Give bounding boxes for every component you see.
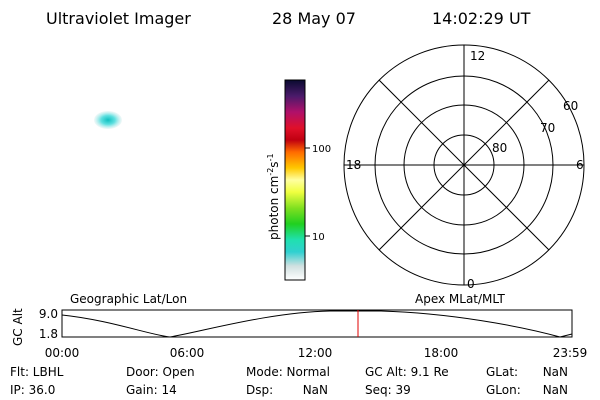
lat-label: 60 bbox=[563, 99, 578, 113]
info: NaN bbox=[543, 365, 568, 379]
timeline-y-label: GC Alt bbox=[11, 308, 25, 346]
lat-label: 70 bbox=[540, 121, 555, 135]
info: Flt: LBHL bbox=[10, 365, 64, 379]
mlt-label: 6 bbox=[576, 158, 584, 172]
altitude-curve bbox=[61, 310, 573, 338]
lat-label: 80 bbox=[492, 141, 507, 155]
info: GC Alt: 9.1 Re bbox=[365, 365, 449, 379]
timeline-y-tick: 1.8 bbox=[39, 327, 58, 341]
timeline-box bbox=[61, 309, 573, 338]
timeline-x-tick: 00:00 bbox=[45, 346, 80, 360]
timeline-y-tick: 9.0 bbox=[39, 307, 58, 321]
colorbar-tick-label: 10 bbox=[312, 232, 325, 243]
timeline-x-tick: 12:00 bbox=[298, 346, 333, 360]
timeline-x-tick: 06:00 bbox=[170, 346, 205, 360]
info: Gain: 14 bbox=[126, 383, 177, 397]
unit-base: photon cm bbox=[267, 176, 281, 240]
colorbar bbox=[284, 79, 306, 281]
info: NaN bbox=[303, 383, 328, 397]
info: Mode: Normal bbox=[246, 365, 330, 379]
colorbar-tick-label: 100 bbox=[312, 144, 331, 155]
mlt-label: 12 bbox=[470, 49, 485, 63]
info: Seq: 39 bbox=[365, 383, 411, 397]
info: GLat: bbox=[486, 365, 518, 379]
unit-mid: s bbox=[267, 161, 281, 167]
timeline-x-tick: 23:59 bbox=[553, 346, 588, 360]
title: Ultraviolet Imager bbox=[46, 9, 191, 28]
info: IP: 36.0 bbox=[10, 383, 55, 397]
unit-exp: -1 bbox=[266, 153, 275, 161]
timeline-title: Apex MLat/MLT bbox=[415, 292, 505, 306]
unit-exp: -2 bbox=[266, 168, 275, 176]
time: 14:02:29 UT bbox=[432, 9, 531, 28]
info: Dsp: bbox=[246, 383, 273, 397]
mlt-label: 0 bbox=[467, 277, 475, 291]
date: 28 May 07 bbox=[272, 9, 356, 28]
info: NaN bbox=[543, 383, 568, 397]
info: Door: Open bbox=[126, 365, 195, 379]
polar-grid bbox=[343, 44, 585, 286]
timeline-x-tick: 18:00 bbox=[424, 346, 459, 360]
colorbar-unit: photon cm-2s-1 bbox=[266, 153, 281, 240]
aurora-spot bbox=[94, 111, 122, 129]
info: GLon: bbox=[486, 383, 521, 397]
mlt-label: 18 bbox=[346, 158, 361, 172]
timeline-title: Geographic Lat/Lon bbox=[70, 292, 187, 306]
